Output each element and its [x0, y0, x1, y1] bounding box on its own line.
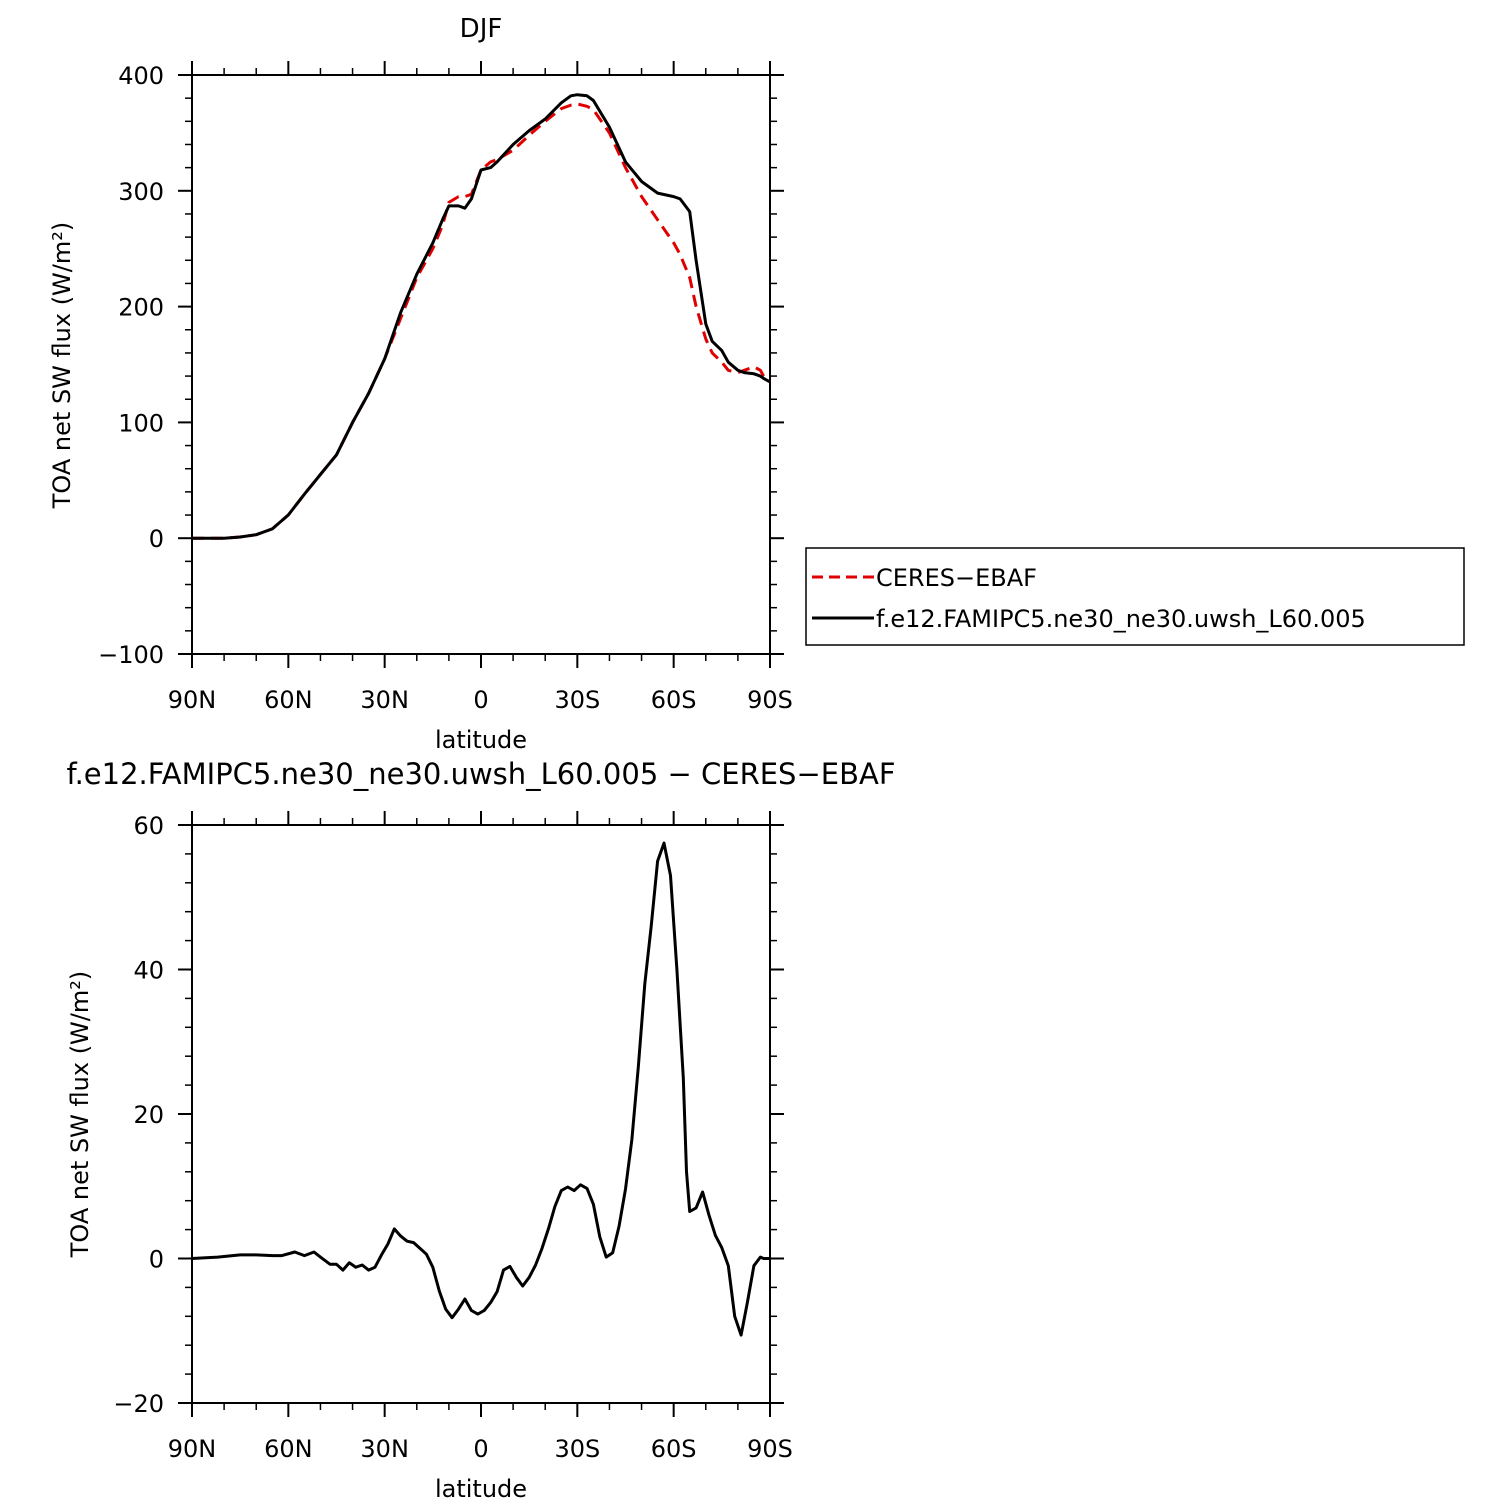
bottom-y-tick-label: 0 [149, 1246, 164, 1274]
top-x-tick-label: 0 [473, 686, 488, 714]
bottom-panel: f.e12.FAMIPC5.ne30_ne30.uwsh_L60.005 − C… [66, 757, 896, 1503]
top-y-tick-label: 400 [118, 62, 164, 90]
top-panel: DJF latitude TOA net SW flux (W/m²) 90N 6… [48, 14, 793, 754]
bottom-x-tick-label: 90S [747, 1435, 793, 1463]
top-y-tick-label: 100 [118, 409, 164, 437]
top-y-tick-label: 0 [149, 525, 164, 553]
top-x-tick-label: 60S [651, 686, 697, 714]
top-plot-frame [191, 74, 771, 655]
top-axes: 90N 60N 30N 0 30S 60S 90S 400 300 200 100 0 −100 [98, 61, 793, 714]
bottom-x-tick-label: 30S [554, 1435, 600, 1463]
top-x-tick-label: 60N [264, 686, 313, 714]
top-x-tick-label: 30S [554, 686, 600, 714]
legend-label-model: f.e12.FAMIPC5.ne30_ne30.uwsh_L60.005 [876, 605, 1366, 633]
legend-label-ceres: CERES−EBAF [876, 564, 1037, 592]
bottom-y-tick-label: 20 [133, 1101, 164, 1129]
top-x-tick-label: 30N [360, 686, 409, 714]
top-y-tick-label: 200 [118, 294, 164, 322]
bottom-x-tick-label: 60N [264, 1435, 313, 1463]
bottom-y-tick-label: 60 [133, 812, 164, 840]
top-series-group [192, 93, 772, 540]
top-y-tick-label: 300 [118, 178, 164, 206]
bottom-x-axis-label: latitude [435, 1475, 527, 1503]
top-x-tick-label: 90N [168, 686, 217, 714]
bottom-series-group [191, 841, 770, 1337]
top-y-axis-label: TOA net SW flux (W/m²) [48, 222, 76, 510]
legend-box [805, 547, 1465, 646]
legend: CERES−EBAF f.e12.FAMIPC5.ne30_ne30.uwsh_… [805, 547, 1465, 646]
bottom-x-tick-label: 30N [360, 1435, 409, 1463]
top-series-line-1 [192, 93, 771, 540]
bottom-chart-title: f.e12.FAMIPC5.ne30_ne30.uwsh_L60.005 − C… [66, 757, 895, 791]
bottom-y-tick-label: 40 [133, 957, 164, 985]
bottom-axes: 90N 60N 30N 0 30S 60S 90S 60 40 20 0 −20 [113, 811, 793, 1463]
top-y-tick-label: −100 [98, 641, 164, 669]
top-x-tick-label: 90S [747, 686, 793, 714]
bottom-y-tick-label: −20 [113, 1390, 164, 1418]
bottom-y-axis-label: TOA net SW flux (W/m²) [66, 971, 94, 1259]
top-chart-title: DJF [460, 14, 503, 44]
top-x-axis-label: latitude [435, 726, 527, 754]
bottom-series-line-0 [191, 841, 770, 1337]
bottom-x-tick-label: 60S [651, 1435, 697, 1463]
bottom-x-tick-label: 90N [168, 1435, 217, 1463]
bottom-x-tick-label: 0 [473, 1435, 488, 1463]
